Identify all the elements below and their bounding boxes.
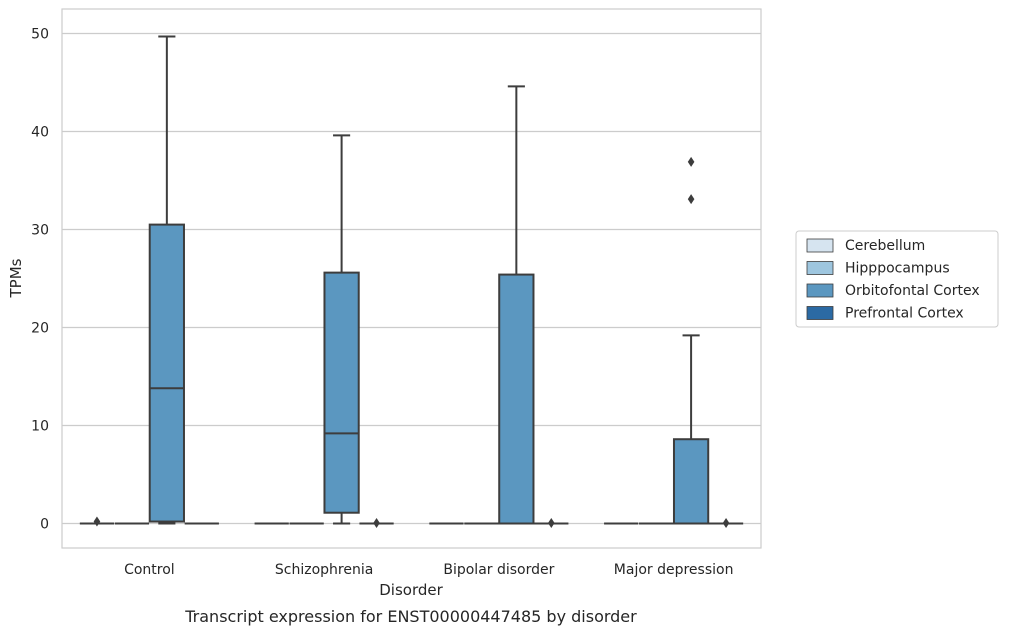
x-tick-label: Control: [124, 562, 175, 578]
box-iqr: [148, 223, 185, 523]
y-axis-label: TPMs: [7, 258, 25, 298]
box-15: [708, 518, 744, 529]
x-tick-label: Schizophrenia: [275, 562, 373, 578]
box-iqr: [498, 273, 535, 525]
legend-label: Orbitofontal Cortex: [845, 283, 980, 299]
box-0: [79, 516, 115, 527]
outlier-point: [722, 518, 730, 529]
plot-area-frame: [61, 8, 762, 549]
x-axis-label: Disorder: [379, 581, 443, 599]
box-7: [359, 518, 394, 529]
legend-swatch: [806, 261, 834, 275]
x-tick-labels: Control Schizophrenia Bipolar disorder Majo…: [124, 562, 733, 578]
y-tick-label: 50: [31, 27, 49, 43]
legend-swatch: [806, 283, 834, 298]
box-2: [148, 35, 185, 525]
y-tick-label: 0: [40, 517, 49, 533]
chart-caption: Transcript expression for ENST0000044748…: [184, 607, 637, 626]
box-6: [323, 134, 360, 525]
legend-label: Prefrontal Cortex: [845, 306, 964, 322]
y-tick-label: 10: [31, 419, 49, 435]
legend-frame: [795, 230, 999, 328]
x-tick-label: Major depression: [614, 562, 734, 578]
legend-label: Hipppocampus: [845, 261, 950, 277]
legend-item: Prefrontal Cortex: [806, 306, 964, 322]
outlier-point: [373, 518, 380, 529]
box-14: [672, 156, 710, 525]
y-tick-label: 30: [31, 223, 49, 239]
legend: Cerebellum Hipppocampus Orbitofontal Corte…: [795, 230, 999, 328]
outlier-point: [687, 194, 695, 205]
box-plot-marks: [79, 35, 744, 529]
legend-swatch: [806, 306, 834, 320]
box-iqr: [672, 438, 710, 525]
outlier-point: [93, 516, 101, 527]
legend-item: Hipppocampus: [806, 261, 950, 277]
legend-swatch: [806, 238, 834, 253]
box-10: [498, 85, 535, 525]
box-11: [534, 518, 569, 529]
outlier-point: [548, 518, 555, 529]
legend-item: Cerebellum: [806, 238, 925, 254]
box-iqr: [323, 271, 360, 514]
y-tick-label: 20: [31, 321, 49, 337]
y-tick-labels: 0 10 20 30 40 50: [31, 27, 49, 533]
x-tick-label: Bipolar disorder: [443, 562, 554, 578]
legend-label: Cerebellum: [845, 238, 925, 254]
outlier-point: [687, 156, 695, 167]
legend-item: Orbitofontal Cortex: [806, 283, 980, 299]
y-tick-label: 40: [31, 125, 49, 141]
